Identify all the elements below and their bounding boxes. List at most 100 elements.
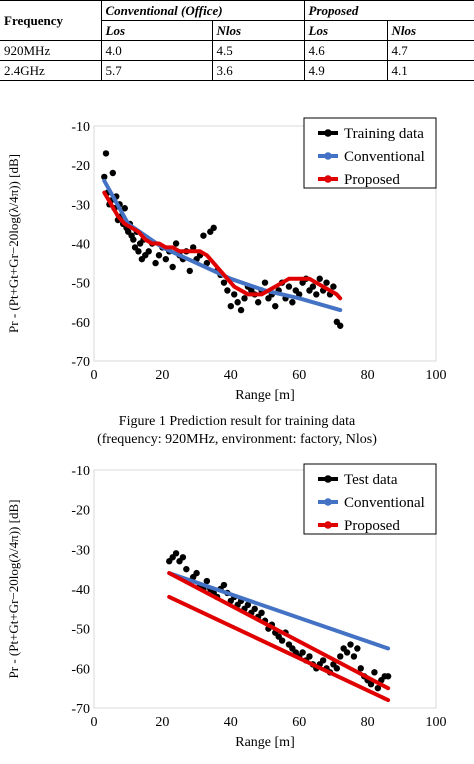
figure1-caption: Figure 1 Prediction result for training … <box>0 413 474 449</box>
data-point <box>145 248 152 255</box>
series-conventional <box>167 571 391 651</box>
data-point <box>121 205 128 212</box>
table-row: 2.4GHz 5.7 3.6 4.9 4.1 <box>0 60 474 81</box>
data-point <box>227 302 234 310</box>
series-proposed <box>167 571 391 691</box>
x-axis-label: Range [m] <box>235 388 294 403</box>
data-point <box>189 244 197 251</box>
data-point <box>102 150 110 157</box>
data-point <box>371 669 378 676</box>
subheader-conv-nlos: Nlos <box>211 20 305 41</box>
data-point <box>101 173 108 181</box>
data-point <box>337 322 344 329</box>
chart-test-data: -10 -20 -30 -40 -50 -60 -700 20 40 60 80 100 Range [… <box>6 463 447 750</box>
data-point <box>241 295 248 302</box>
data-point <box>316 275 323 282</box>
data-point <box>109 169 117 177</box>
data-point <box>350 653 358 660</box>
data-point <box>172 550 180 557</box>
data-point <box>224 287 231 294</box>
data-point <box>203 577 211 585</box>
data-point <box>155 252 163 259</box>
data-point <box>231 291 238 298</box>
data-point <box>384 673 392 680</box>
data-point <box>306 653 313 660</box>
data-point <box>183 565 190 573</box>
data-point <box>244 601 252 609</box>
series-line <box>167 594 391 703</box>
data-point <box>323 279 330 286</box>
y-tick-label: -50 <box>71 623 90 638</box>
data-point <box>210 224 217 232</box>
data-point <box>162 255 170 263</box>
plot-area <box>93 125 437 362</box>
table-header-row: Frequency Conventional (Office) Proposed <box>0 0 474 41</box>
data-point <box>220 581 228 589</box>
data-point <box>203 259 211 267</box>
x-tick-label: 60 <box>292 368 306 383</box>
series-line <box>167 571 391 651</box>
data-point <box>347 641 354 648</box>
x-tick-label: 60 <box>292 715 306 730</box>
data-point <box>172 240 180 247</box>
y-tick-label: -10 <box>71 464 90 479</box>
data-point <box>354 645 361 652</box>
table-cell: 4.9 <box>303 60 388 81</box>
subheader-conv-los: Los <box>100 20 213 41</box>
y-tick-label: -70 <box>71 355 90 370</box>
data-point <box>357 665 364 672</box>
y-tick-label: -30 <box>71 198 90 213</box>
series-line <box>102 190 343 301</box>
chart-training-data: -10 -20 -30 -40 -50 -60 -700 20 40 60 80 100 Range [… <box>6 117 447 403</box>
data-point <box>261 279 269 286</box>
x-tick-label: 40 <box>224 368 238 383</box>
series-proposed <box>167 594 391 703</box>
data-point <box>285 283 293 290</box>
y-tick-label: -60 <box>71 316 90 331</box>
y-tick-label: -40 <box>71 238 90 253</box>
data-point <box>251 605 258 613</box>
legend: Test data Conventional Proposed <box>303 463 437 535</box>
data-point <box>289 299 296 306</box>
y-tick-label: -50 <box>71 277 90 292</box>
data-point <box>374 684 382 692</box>
table-cell: 4.7 <box>386 40 474 61</box>
y-tick-label: -30 <box>71 543 90 558</box>
legend-label: Test data <box>344 472 398 488</box>
data-point <box>179 554 187 561</box>
y-tick-label: -60 <box>71 662 90 677</box>
y-tick-label: -70 <box>71 702 90 717</box>
parameter-table: Frequency Conventional (Office) Proposed… <box>0 0 474 81</box>
y-tick-label: -20 <box>71 159 90 174</box>
x-tick-label: 80 <box>361 715 375 730</box>
table-cell: 4.1 <box>386 60 474 81</box>
subheader-prop-nlos: Nlos <box>386 20 474 41</box>
data-point <box>313 291 320 298</box>
table-cell: 4.0 <box>100 40 213 61</box>
y-tick-label: -10 <box>71 120 90 135</box>
data-point <box>272 302 279 310</box>
header-proposed: Proposed <box>303 0 474 21</box>
table-cell: 2.4GHz <box>0 60 102 81</box>
data-point <box>337 653 344 660</box>
data-point <box>319 657 327 664</box>
table-cell: 4.6 <box>303 40 388 61</box>
y-tick-label: -20 <box>71 504 90 519</box>
data-point <box>333 665 341 672</box>
series-proposed <box>102 190 343 301</box>
x-tick-label: 100 <box>426 368 447 383</box>
data-point <box>309 283 317 290</box>
data-point <box>367 681 375 688</box>
plot-area <box>93 469 437 709</box>
header-conventional: Conventional (Office) <box>100 0 305 21</box>
x-tick-label: 0 <box>91 715 98 730</box>
data-point <box>169 263 176 271</box>
y-axis-label: Pr - (Pt+Gt+Gr−20log(λ/4π)) [dB] <box>6 500 21 679</box>
legend: Training data Conventional Proposed <box>303 117 437 189</box>
table-cell: 5.7 <box>100 60 213 81</box>
data-point <box>135 248 142 255</box>
data-point <box>254 299 262 306</box>
data-point <box>220 279 228 286</box>
data-point <box>130 236 137 243</box>
legend-label: Conventional <box>344 149 425 165</box>
